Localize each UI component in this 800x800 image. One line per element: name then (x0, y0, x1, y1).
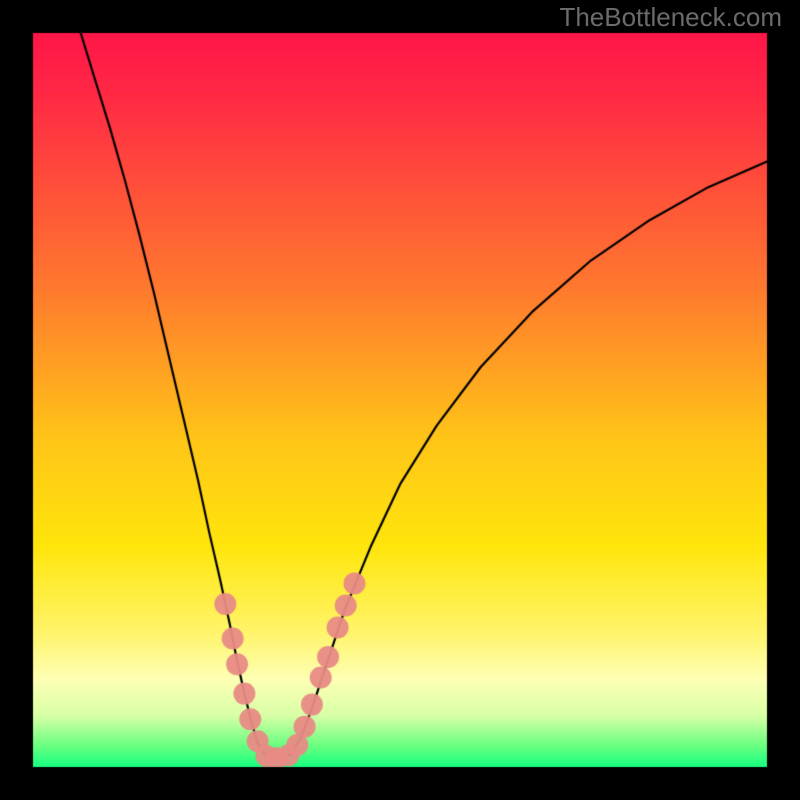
chart-root: TheBottleneck.com (0, 0, 800, 800)
watermark-text: TheBottleneck.com (559, 2, 782, 33)
bottleneck-curve-chart (0, 0, 800, 800)
